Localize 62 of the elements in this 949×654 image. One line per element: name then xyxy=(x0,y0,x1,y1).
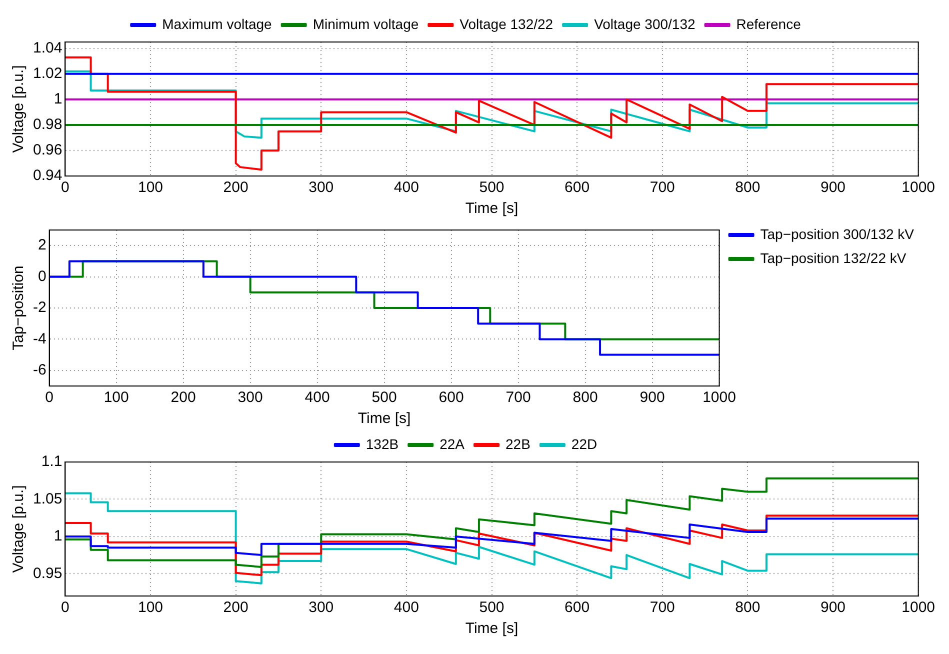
legend-label: 132B xyxy=(366,436,399,452)
y-tick-label: 1 xyxy=(54,90,62,108)
y-axis-title: Voltage [p.u.] xyxy=(10,65,28,153)
legend-label: 22A xyxy=(440,436,466,452)
x-tick-label: 900 xyxy=(640,389,665,406)
legend-label: Maximum voltage xyxy=(162,16,272,32)
x-tick-label: 900 xyxy=(820,599,846,616)
x-tick-label: 400 xyxy=(394,599,419,616)
legend-label: 22D xyxy=(571,436,598,452)
y-tick-label: 1.02 xyxy=(32,65,62,82)
legend-label: Minimum voltage xyxy=(312,16,419,32)
x-tick-label: 200 xyxy=(170,389,196,406)
y-tick-label: -6 xyxy=(32,362,46,379)
y-tick-label: 1.04 xyxy=(32,40,62,57)
x-tick-label: 700 xyxy=(650,179,675,196)
legend-label: 22B xyxy=(506,436,530,452)
x-tick-label: 300 xyxy=(238,389,263,406)
y-tick-label: 0.95 xyxy=(32,564,62,582)
y-axis-title: Voltage [p.u.] xyxy=(10,485,28,573)
x-axis-title: Time [s] xyxy=(465,200,518,218)
y-tick-label: 0.94 xyxy=(32,167,62,184)
x-tick-label: 900 xyxy=(820,179,846,196)
x-tick-label: 200 xyxy=(223,179,248,196)
y-tick-label: 2 xyxy=(38,236,46,254)
x-tick-label: 1000 xyxy=(702,389,736,406)
x-tick-label: 1000 xyxy=(902,179,936,196)
y-tick-label: 0.96 xyxy=(32,142,62,159)
y-tick-label: -2 xyxy=(32,299,46,316)
x-tick-label: 100 xyxy=(138,179,164,196)
y-tick-label: 0 xyxy=(38,268,46,285)
x-tick-label: 500 xyxy=(479,599,504,616)
y-axis-title: Tap−position xyxy=(10,266,28,350)
legend-label: Voltage 132/22 xyxy=(460,16,554,32)
y-tick-label: 1 xyxy=(54,528,62,545)
x-tick-label: 800 xyxy=(735,179,760,196)
legend-label: Tap−position 132/22 kV xyxy=(760,250,907,266)
x-tick-label: 300 xyxy=(308,179,334,196)
y-tick-label: -4 xyxy=(32,330,46,348)
legend-label: Voltage 300/132 xyxy=(594,16,696,32)
x-tick-label: 600 xyxy=(438,389,464,406)
x-tick-label: 100 xyxy=(104,389,129,406)
x-tick-label: 500 xyxy=(372,389,397,406)
x-axis-title: Time [s] xyxy=(358,410,411,428)
x-tick-label: 400 xyxy=(304,389,330,406)
y-tick-label: 1.05 xyxy=(32,490,62,508)
x-axis-title: Time [s] xyxy=(465,620,518,638)
x-tick-label: 500 xyxy=(479,179,504,196)
x-tick-label: 400 xyxy=(394,179,419,196)
x-tick-label: 100 xyxy=(138,599,164,616)
y-tick-label: 1.1 xyxy=(41,453,62,470)
x-tick-label: 200 xyxy=(223,599,248,616)
x-tick-label: 800 xyxy=(572,389,598,406)
x-tick-label: 800 xyxy=(735,599,760,616)
legend-label: Reference xyxy=(736,16,802,32)
x-tick-label: 700 xyxy=(506,389,531,406)
x-tick-label: 1000 xyxy=(902,599,936,616)
x-tick-label: 300 xyxy=(308,599,334,616)
x-tick-label: 600 xyxy=(564,179,590,196)
y-tick-label: 0.98 xyxy=(32,116,62,134)
legend-label: Tap−position 300/132 kV xyxy=(760,226,915,242)
x-tick-label: 700 xyxy=(650,599,675,616)
x-tick-label: 600 xyxy=(564,599,590,616)
